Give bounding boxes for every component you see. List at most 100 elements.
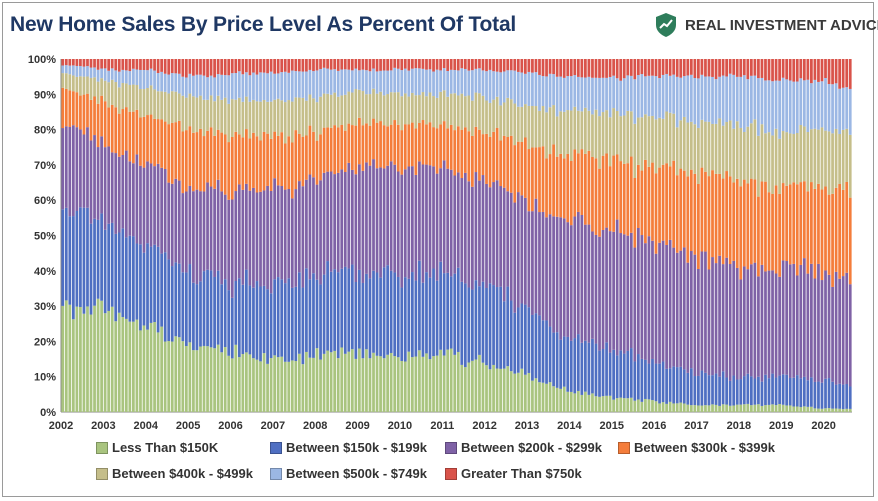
bar-segment	[644, 76, 647, 115]
bar-segment	[177, 93, 181, 121]
bar-segment	[834, 59, 838, 84]
bar-segment	[110, 79, 114, 105]
bar-segment	[682, 247, 686, 370]
bar-segment	[153, 244, 156, 323]
bar-segment	[174, 178, 178, 263]
bar-segment	[827, 59, 831, 85]
bar-segment	[541, 320, 545, 383]
bar-segment	[442, 160, 446, 274]
bar-segment	[739, 59, 743, 77]
bar-segment	[753, 75, 757, 120]
bar-segment	[114, 153, 118, 234]
bar-segment	[216, 129, 220, 180]
bar-segment	[124, 70, 128, 84]
bar-segment	[795, 184, 799, 276]
bar-segment	[400, 360, 404, 412]
bar-segment	[403, 124, 407, 170]
bar-segment	[587, 59, 591, 77]
bar-segment	[580, 214, 584, 343]
bar-segment	[499, 368, 503, 412]
bar-segment	[682, 170, 686, 248]
bar-segment	[297, 181, 301, 273]
bar-segment	[315, 348, 319, 412]
bar-segment	[580, 111, 584, 150]
bar-segment	[425, 164, 428, 273]
bar-segment	[523, 104, 527, 138]
bar-segment	[799, 182, 803, 265]
bar-segment	[626, 350, 630, 399]
bar-segment	[827, 194, 831, 275]
bar-segment	[177, 120, 181, 181]
bar-segment	[651, 75, 654, 116]
bar-segment	[824, 378, 827, 409]
bar-segment	[301, 287, 305, 365]
bar-segment	[294, 71, 298, 98]
bar-segment	[584, 391, 587, 412]
bar-segment	[622, 78, 626, 116]
bar-segment	[697, 183, 700, 269]
bar-segment	[354, 358, 358, 412]
bar-segment	[545, 217, 548, 321]
bar-segment	[89, 140, 93, 224]
bar-segment	[615, 355, 619, 399]
bar-segment	[100, 213, 103, 301]
bar-segment	[446, 96, 450, 129]
bar-segment	[227, 355, 231, 412]
bar-segment	[566, 76, 570, 111]
bar-segment	[559, 153, 563, 218]
bar-segment	[262, 72, 266, 100]
bar-segment	[220, 191, 224, 285]
bar-segment	[167, 124, 171, 183]
bar-segment	[206, 77, 209, 100]
bar-segment	[689, 59, 693, 75]
bar-segment	[188, 93, 192, 127]
bar-segment	[573, 338, 577, 394]
bar-segment	[820, 382, 824, 409]
bar-segment	[340, 169, 344, 269]
bar-segment	[407, 351, 411, 412]
bar-segment	[393, 120, 397, 165]
x-tick-label: 2020	[811, 420, 835, 432]
bar-segment	[456, 267, 460, 352]
bar-segment	[598, 59, 601, 78]
bar-segment	[199, 191, 202, 282]
bar-segment	[481, 134, 485, 176]
bar-segment	[407, 70, 411, 97]
bar-segment	[626, 235, 630, 351]
bar-segment	[340, 347, 344, 412]
bar-segment	[601, 396, 605, 412]
bar-segment	[559, 111, 563, 154]
bar-segment	[181, 341, 185, 412]
bar-segment	[283, 59, 287, 72]
bar-segment	[121, 228, 125, 318]
bar-segment	[389, 59, 393, 71]
bar-segment	[460, 364, 464, 412]
bar-segment	[612, 231, 616, 350]
bar-segment	[806, 191, 810, 274]
bar-segment	[520, 141, 524, 196]
bar-segment	[124, 59, 128, 71]
bar-segment	[781, 404, 785, 412]
bar-segment	[100, 68, 103, 79]
bar-segment	[435, 59, 439, 70]
bar-segment	[721, 125, 725, 179]
bar-segment	[771, 193, 774, 271]
bar-segment	[594, 59, 598, 78]
bar-segment	[393, 356, 397, 412]
bar-segment	[651, 59, 654, 76]
bar-segment	[802, 59, 806, 81]
bar-segment	[216, 59, 220, 75]
bar-segment	[75, 306, 79, 412]
bar-segment	[626, 75, 630, 111]
bar-segment	[276, 73, 280, 99]
y-tick-label: 90%	[34, 89, 56, 101]
bar-segment	[834, 128, 838, 188]
bar-segment	[103, 147, 107, 230]
bar-segment	[584, 153, 587, 225]
bar-segment	[488, 69, 492, 103]
bar-segment	[266, 73, 269, 102]
bar-segment	[799, 124, 803, 183]
bar-segment	[435, 128, 439, 174]
bar-segment	[100, 95, 103, 137]
bar-segment	[566, 153, 570, 223]
